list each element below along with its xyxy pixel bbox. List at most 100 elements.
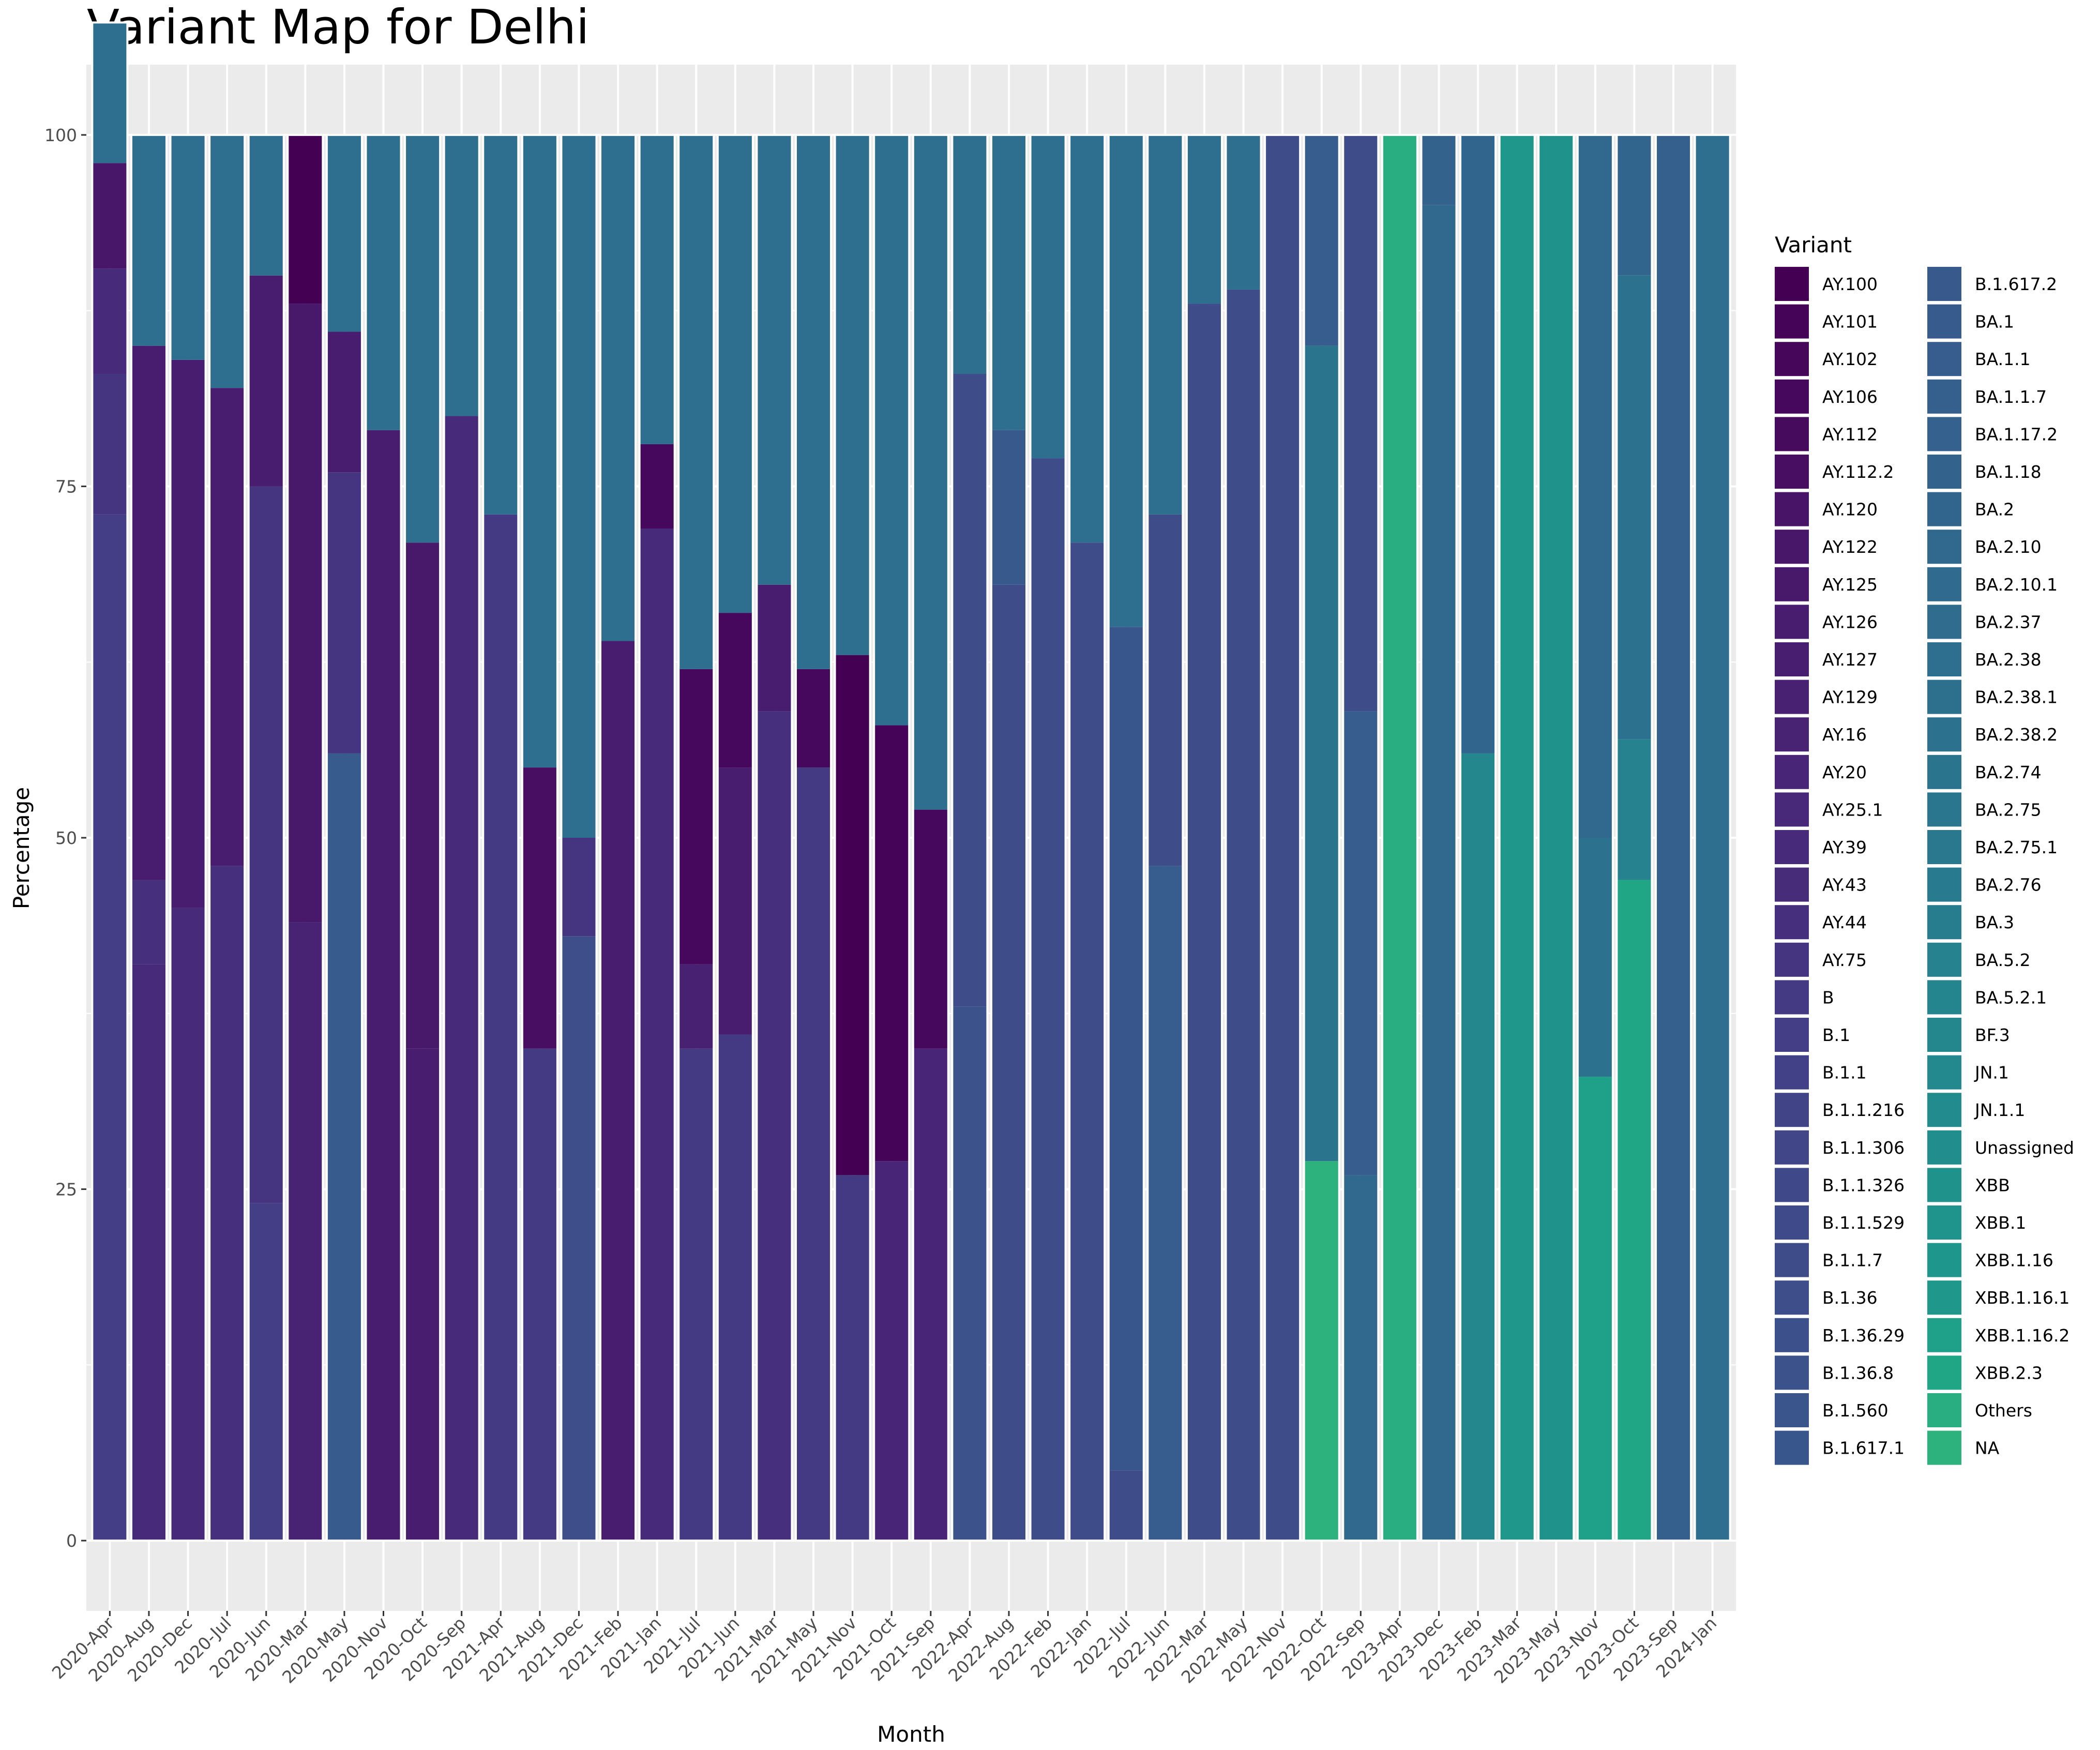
bar-segment <box>326 472 362 753</box>
bar-segment <box>796 767 832 1541</box>
bar-segment <box>1538 134 1574 1541</box>
legend-label: AY.75 <box>1822 950 1867 970</box>
bar-segment <box>639 529 675 1541</box>
legend-label: AY.112 <box>1822 424 1878 444</box>
bar-segment <box>757 584 792 712</box>
legend-item: BA.1.18 <box>1927 455 2042 489</box>
bar-outline <box>325 133 363 1542</box>
legend-swatch <box>1775 1205 1809 1240</box>
bar-segment <box>835 134 870 655</box>
legend-swatch <box>1775 1393 1809 1427</box>
bar-segment <box>1656 134 1691 1541</box>
legend-label: XBB.1.16.2 <box>1975 1325 2069 1346</box>
bar-outline <box>404 133 442 1542</box>
legend-swatch <box>1927 830 1961 864</box>
bar-stack <box>443 133 480 1542</box>
bar-outline <box>1615 133 1653 1542</box>
legend-swatch <box>1927 905 1961 940</box>
legend-item: BA.2.38 <box>1927 642 2042 676</box>
bar-segment <box>1421 134 1457 205</box>
legend-label: XBB.1 <box>1975 1213 2026 1233</box>
legend-item: B.1.36 <box>1775 1280 1878 1315</box>
legend-swatch <box>1775 755 1809 789</box>
legend-swatch <box>1927 304 1961 339</box>
legend-label: AY.122 <box>1822 537 1878 557</box>
bar-outline <box>756 133 793 1542</box>
bar-outline <box>1537 133 1575 1542</box>
bar-segment <box>1499 134 1535 1541</box>
bar-segment <box>678 669 714 964</box>
legend-item: BA.2.75 <box>1927 792 2042 827</box>
legend-label: XBB.2.3 <box>1975 1363 2043 1383</box>
bar-segment <box>248 486 284 1203</box>
bar-segment <box>522 767 557 1049</box>
legend-item: BA.2.75.1 <box>1927 830 2058 864</box>
y-tick-label: 25 <box>55 1180 77 1200</box>
legend-item: B.1.617.2 <box>1927 267 2057 301</box>
bar-segment <box>209 866 245 1541</box>
bar-segment <box>1186 304 1222 1541</box>
legend-item: AY.122 <box>1775 530 1878 564</box>
bar-segment <box>209 134 245 388</box>
legend-label: BA.1.17.2 <box>1975 424 2058 444</box>
legend-label: XBB <box>1975 1175 2010 1195</box>
bar-segment <box>326 134 362 332</box>
bar-segment <box>1343 1175 1379 1541</box>
y-tick-label: 0 <box>66 1531 77 1551</box>
bar-segment <box>1460 753 1496 1541</box>
bar-stack <box>1225 133 1262 1542</box>
legend-label: BA.3 <box>1975 912 2014 932</box>
legend-label: AY.112.2 <box>1822 462 1894 482</box>
bar-stack <box>873 133 911 1542</box>
legend-label: AY.102 <box>1822 349 1878 369</box>
legend-swatch <box>1927 1318 1961 1352</box>
legend-swatch <box>1927 567 1961 601</box>
bar-stack <box>1185 133 1223 1542</box>
bar-segment <box>639 134 675 444</box>
legend-item: AY.126 <box>1775 605 1878 639</box>
bar-segment <box>835 1175 870 1541</box>
bar-segment <box>483 514 519 1541</box>
legend-swatch <box>1927 417 1961 451</box>
bar-segment <box>1108 627 1144 1471</box>
legend-item: XBB <box>1927 1168 2010 1202</box>
legend-label: AY.125 <box>1822 575 1878 595</box>
legend-label: XBB.1.16 <box>1975 1250 2053 1271</box>
bar-segment <box>757 134 792 585</box>
bar-segment <box>1147 134 1183 515</box>
legend-swatch <box>1775 642 1809 676</box>
legend-label: B.1.1.529 <box>1822 1213 1905 1233</box>
legend-label: AY.129 <box>1822 687 1878 707</box>
bar-segment <box>913 1048 948 1541</box>
legend-swatch <box>1927 1280 1961 1315</box>
bar-outline <box>286 133 324 1542</box>
bar-segment <box>1147 866 1183 1541</box>
legend-item: NA <box>1927 1430 2000 1465</box>
bar-segment <box>796 669 832 768</box>
legend-label: BA.1.18 <box>1975 462 2042 482</box>
legend-swatch <box>1927 1168 1961 1202</box>
bar-segment <box>1616 880 1652 1541</box>
legend-swatch <box>1775 905 1809 940</box>
bar-segment <box>1030 458 1066 1541</box>
bar-segment <box>326 331 362 473</box>
bar-segment <box>1265 134 1301 1541</box>
bar-segment <box>92 163 128 269</box>
bar-stack <box>560 133 598 1542</box>
legend-swatch <box>1927 942 1961 977</box>
legend-swatch <box>1775 267 1809 301</box>
bar-segment <box>678 964 714 1049</box>
legend-label: BA.2.10.1 <box>1975 575 2058 595</box>
legend-item: AY.101 <box>1775 304 1878 339</box>
bar-outline <box>1225 133 1262 1542</box>
legend-item: BA.1.1.7 <box>1927 379 2047 414</box>
legend-label: B.1.1.7 <box>1822 1250 1883 1271</box>
legend-label: B.1.36.29 <box>1822 1325 1905 1346</box>
bar-segment <box>874 725 910 1161</box>
bar-segment <box>405 542 441 1049</box>
legend-item: B <box>1775 980 1834 1015</box>
bar-segment <box>717 1034 753 1541</box>
legend-label: B.1 <box>1822 1025 1850 1045</box>
legend-swatch <box>1775 1318 1809 1352</box>
legend-label: AY.39 <box>1822 837 1867 857</box>
